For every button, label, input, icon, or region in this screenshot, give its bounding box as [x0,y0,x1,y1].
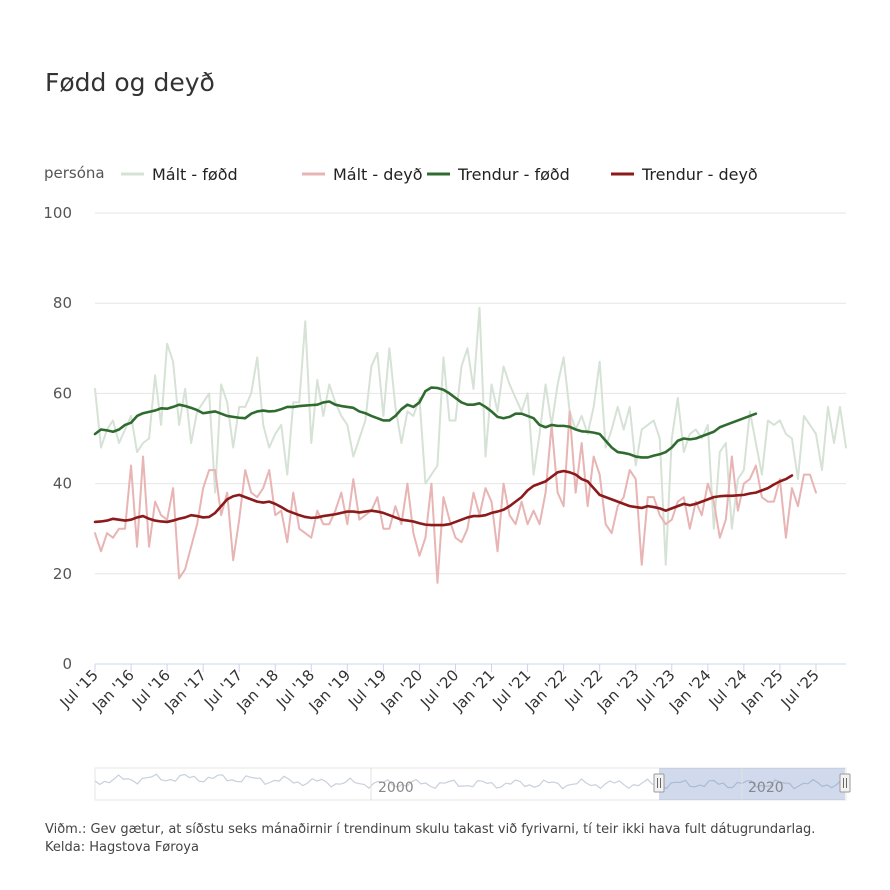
legend-item-3[interactable]: Trendur - føðd [457,165,570,184]
y-tick-label: 80 [53,294,72,312]
navigator-handle[interactable] [653,773,665,793]
series-lines [93,306,847,584]
navigator-handle[interactable] [839,773,851,793]
x-tick-label: Jul '25 [777,666,823,712]
series-line-1[interactable] [94,306,847,566]
footer-note: Viðm.: Gev gætur, at síðstu seks mánaðir… [45,822,816,837]
legend-item-2[interactable]: Mált - deyð [333,165,423,184]
navigator-label: 2000 [378,780,414,796]
footer: Viðm.: Gev gætur, at síðstu seks mánaðir… [45,821,835,857]
y-tick-label: 100 [43,204,72,222]
series-line-4[interactable] [93,469,794,527]
y-tick-label: 60 [53,384,72,402]
y-tick-label: 40 [53,475,72,493]
y-tick-label: 20 [53,565,72,583]
legend-item-1[interactable]: Mált - føðd [152,165,238,184]
series-line-2[interactable] [94,410,817,584]
legend: Mált - føðd Mált - deyð Trendur - føðd Tren… [121,165,758,184]
y-tick-label: 0 [62,655,72,673]
y-unit-label: persóna [44,164,105,182]
series-line-3[interactable] [93,386,758,459]
navigator-selection[interactable] [659,768,845,800]
navigator: 2000 2020 [94,767,851,801]
navigator-series [94,773,847,790]
footer-source: Kelda: Hagstova Føroya [45,840,199,855]
legend-item-4[interactable]: Trendur - deyð [641,165,758,184]
navigator-label: 2020 [748,780,784,796]
chart-title: Fødd og deyð [45,68,215,97]
